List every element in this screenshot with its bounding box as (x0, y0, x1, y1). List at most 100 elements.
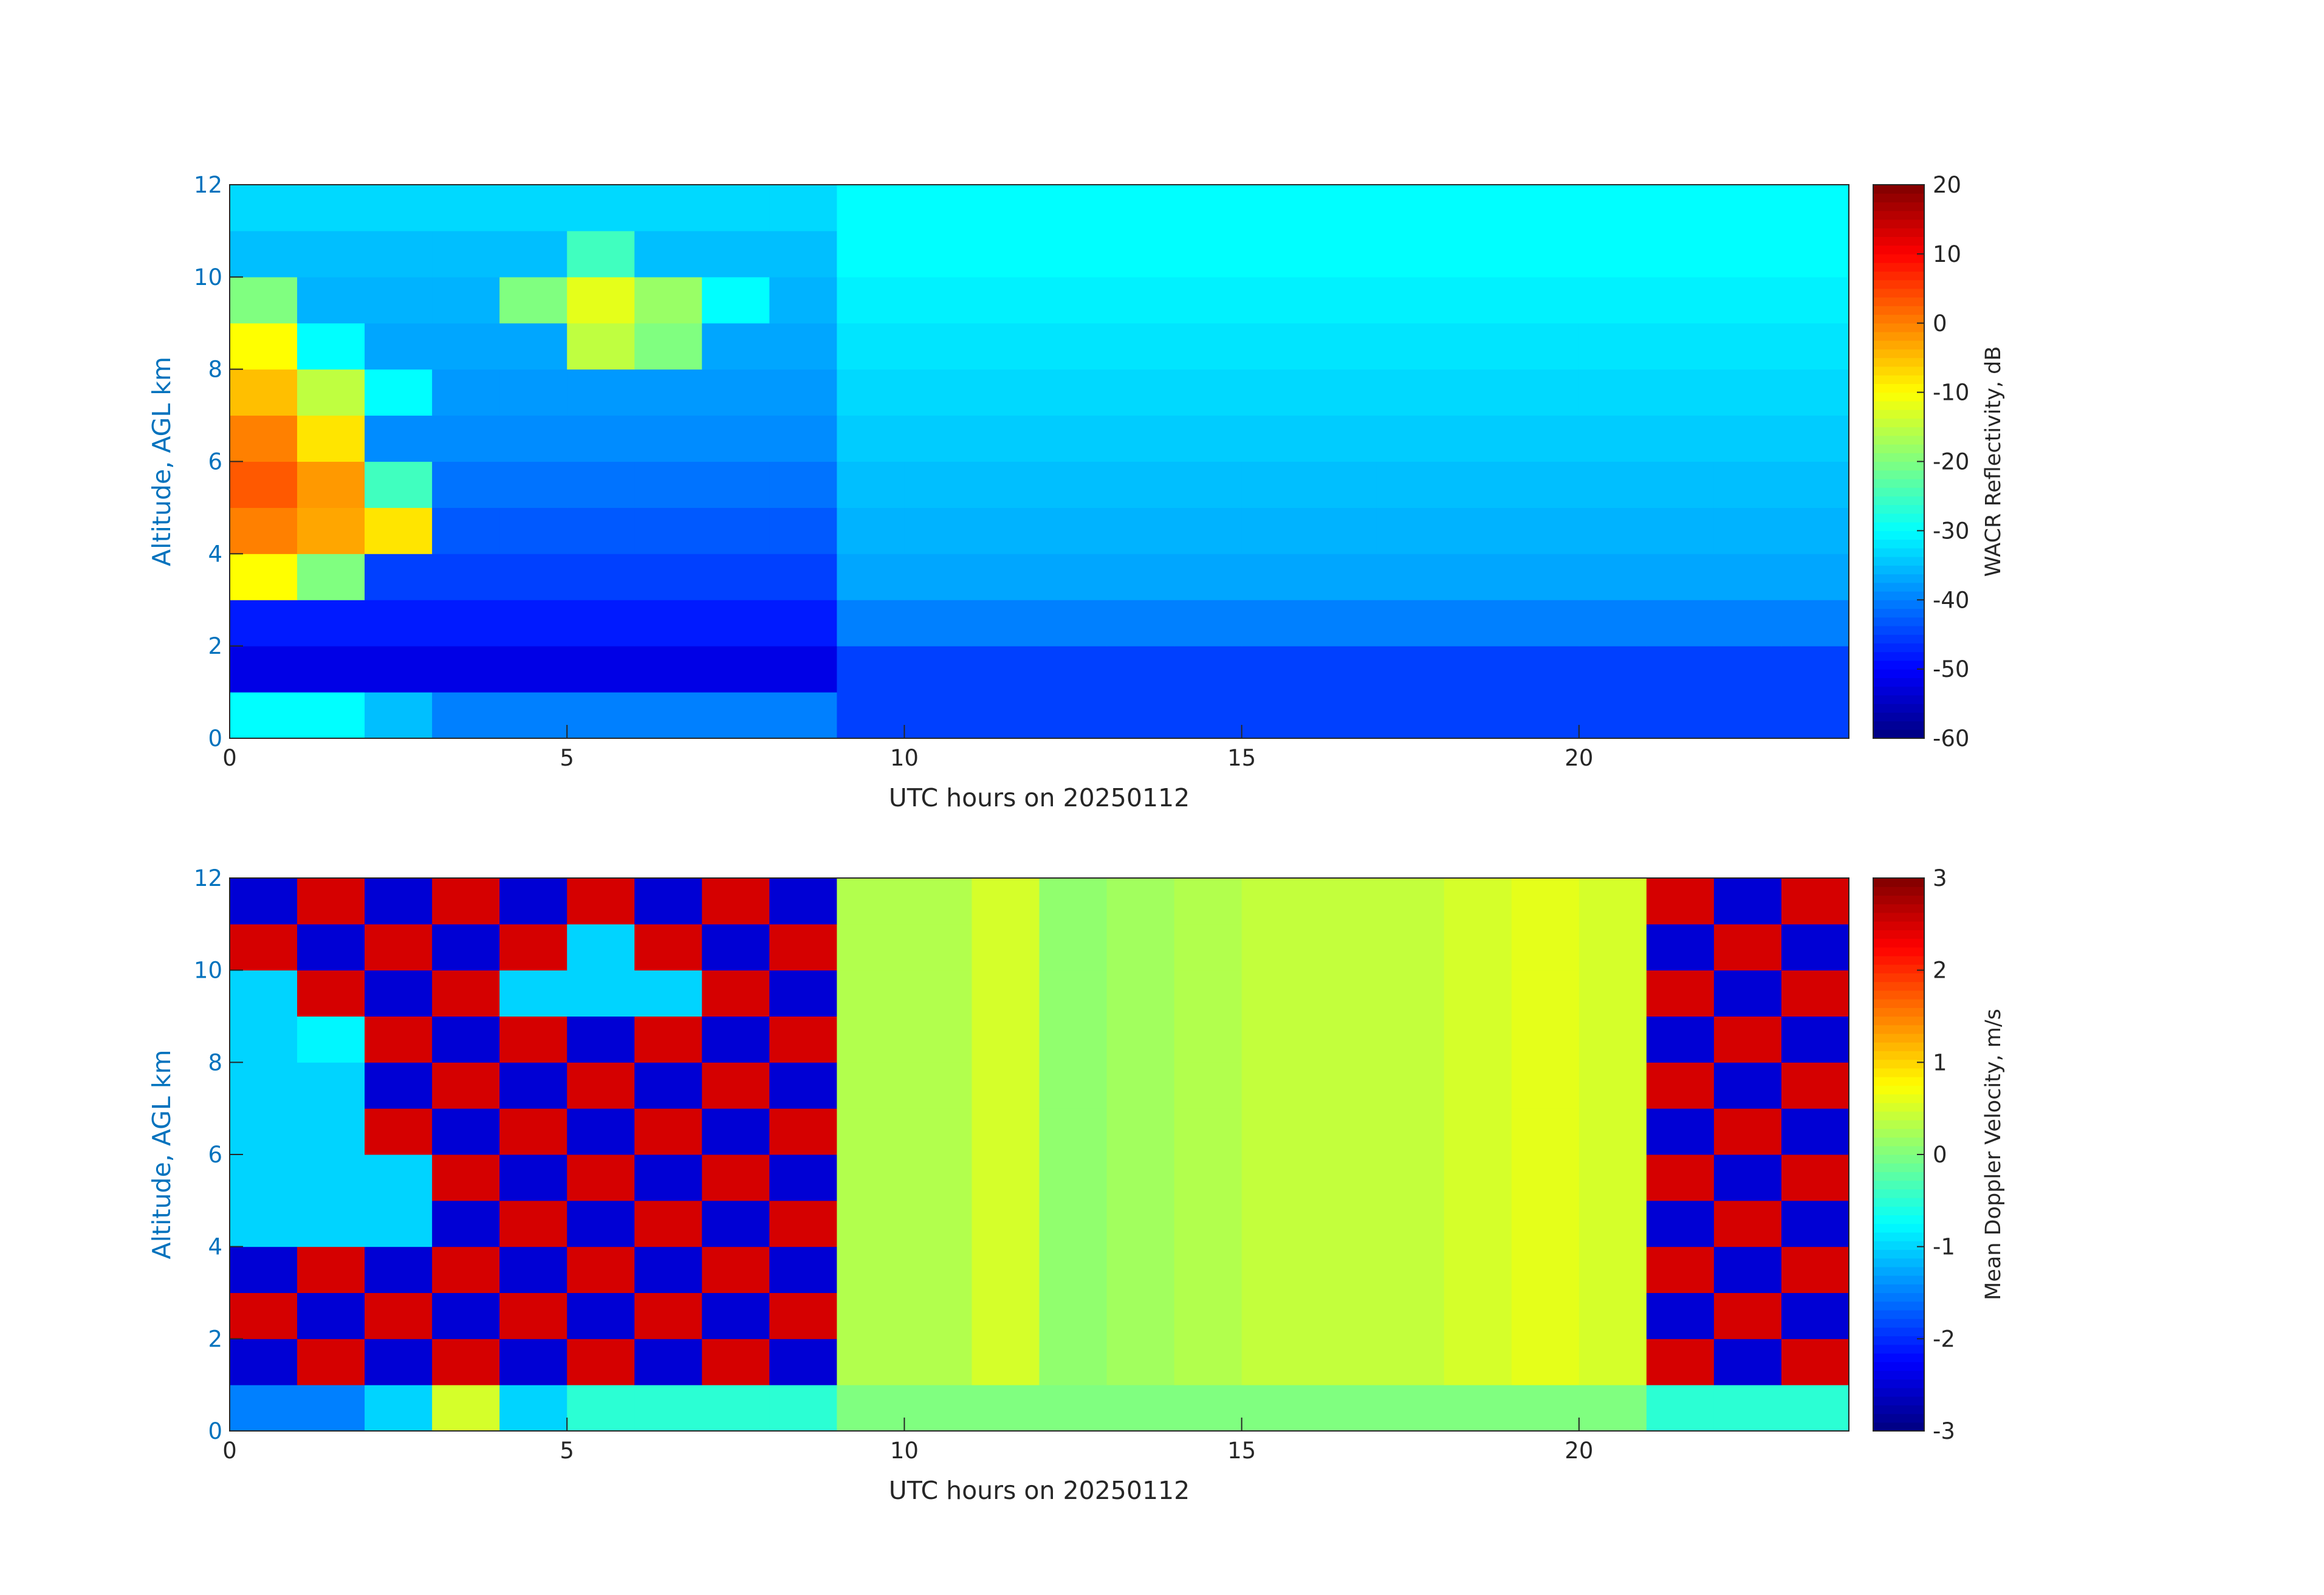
heatmap-cell (1444, 323, 1512, 370)
colorbar-tick-label: 1 (1933, 1049, 1947, 1075)
heatmap-cell (499, 461, 567, 508)
heatmap-cell (1781, 1339, 1849, 1385)
heatmap-cell (972, 1200, 1040, 1247)
heatmap-cell (1511, 1108, 1580, 1155)
heatmap-cell (365, 230, 433, 278)
heatmap-cell (432, 1200, 500, 1247)
heatmap-cell (1376, 230, 1445, 278)
y-tick-label: 6 (208, 1142, 222, 1168)
colorbar-tick-label: -40 (1933, 587, 1969, 613)
heatmap-cell (1241, 461, 1310, 508)
heatmap-cell (297, 185, 365, 232)
heatmap-cell (1174, 692, 1243, 739)
heatmap-cell (1241, 924, 1310, 971)
colorbar-swatch (1873, 340, 1924, 350)
heatmap-cell (1713, 924, 1782, 971)
heatmap-cell (1713, 461, 1782, 508)
heatmap-cell (230, 646, 298, 693)
heatmap-cell (499, 600, 567, 647)
heatmap-cell (1376, 323, 1445, 370)
heatmap-cell (1241, 1339, 1310, 1385)
heatmap-cell (1444, 1154, 1512, 1201)
colorbar-swatch (1873, 435, 1924, 445)
heatmap-cell (702, 600, 770, 647)
heatmap-cell (769, 970, 837, 1017)
heatmap-cell (769, 461, 837, 508)
heatmap-cell (1646, 276, 1715, 324)
heatmap-cell (432, 369, 500, 416)
heatmap-cell (904, 600, 972, 647)
heatmap-cell (769, 1108, 837, 1155)
heatmap-cell (432, 878, 500, 925)
heatmap-cell (837, 1385, 905, 1432)
colorbar-swatch (1873, 236, 1924, 246)
heatmap-cell (837, 1200, 905, 1247)
heatmap-cell (904, 461, 972, 508)
colorbar-swatch (1873, 1111, 1924, 1120)
heatmap-cell (769, 1246, 837, 1293)
colorbar-swatch (1873, 210, 1924, 220)
colorbar-swatch (1873, 323, 1924, 332)
heatmap-cell (1646, 323, 1715, 370)
colorbar-swatch (1873, 306, 1924, 315)
heatmap-cell (1174, 369, 1243, 416)
colorbar-swatch (1873, 721, 1924, 730)
heatmap-cell (1376, 1385, 1445, 1432)
heatmap-cell (702, 507, 770, 554)
heatmap-cell (972, 185, 1040, 232)
heatmap-cell (1578, 507, 1647, 554)
heatmap-cell (837, 970, 905, 1017)
heatmap-cell (634, 646, 702, 693)
heatmap-cell (297, 878, 365, 925)
colorbar-swatch (1873, 1094, 1924, 1103)
heatmap-cell (634, 1292, 702, 1339)
y-tick-label: 4 (208, 1234, 222, 1260)
colorbar-swatch (1873, 1275, 1924, 1285)
heatmap-cell (1781, 1200, 1849, 1247)
x-tick-label: 10 (890, 1438, 919, 1464)
heatmap-cell (1578, 323, 1647, 370)
colorbar-tick-label: 2 (1933, 958, 1947, 984)
heatmap-cell (1039, 924, 1108, 971)
heatmap-cell (972, 1062, 1040, 1109)
heatmap-cell (904, 1016, 972, 1063)
heatmap-cell (1241, 1200, 1310, 1247)
heatmap-cell (1039, 507, 1108, 554)
heatmap-cell (499, 415, 567, 462)
heatmap-cell (567, 1154, 635, 1201)
heatmap-cell (1174, 1385, 1243, 1432)
heatmap-cell (1106, 1385, 1175, 1432)
heatmap-cell (1241, 692, 1310, 739)
heatmap-cell (634, 1016, 702, 1063)
heatmap-cell (1578, 185, 1647, 232)
heatmap-cell (365, 600, 433, 647)
colorbar-swatch (1873, 574, 1924, 583)
heatmap-cell (1309, 230, 1377, 278)
heatmap-cell (1309, 1385, 1377, 1432)
heatmap-cell (1578, 1200, 1647, 1247)
colorbar-swatch (1873, 1085, 1924, 1095)
colorbar-swatch (1873, 1145, 1924, 1155)
colorbar-swatch (1873, 1068, 1924, 1077)
heatmap-cell (432, 924, 500, 971)
heatmap-cell (499, 924, 567, 971)
heatmap-cell (1174, 970, 1243, 1017)
heatmap-cell (297, 600, 365, 647)
colorbar-swatch (1873, 400, 1924, 410)
heatmap-cell (837, 276, 905, 324)
heatmap-cell (1039, 276, 1108, 324)
heatmap-cell (1376, 1292, 1445, 1339)
colorbar (1873, 878, 1924, 1432)
heatmap-cell (432, 1385, 500, 1432)
x-axis-label: UTC hours on 20250112 (889, 783, 1190, 812)
colorbar-tick-label: 3 (1933, 865, 1947, 891)
heatmap-cell (567, 970, 635, 1017)
heatmap-cell (1713, 692, 1782, 739)
colorbar-swatch (1873, 262, 1924, 272)
heatmap-cell (365, 646, 433, 693)
heatmap-cell (1713, 1200, 1782, 1247)
colorbar-swatch (1873, 297, 1924, 306)
heatmap-cell (432, 323, 500, 370)
heatmap-cell (972, 878, 1040, 925)
colorbar-swatch (1873, 1042, 1924, 1051)
